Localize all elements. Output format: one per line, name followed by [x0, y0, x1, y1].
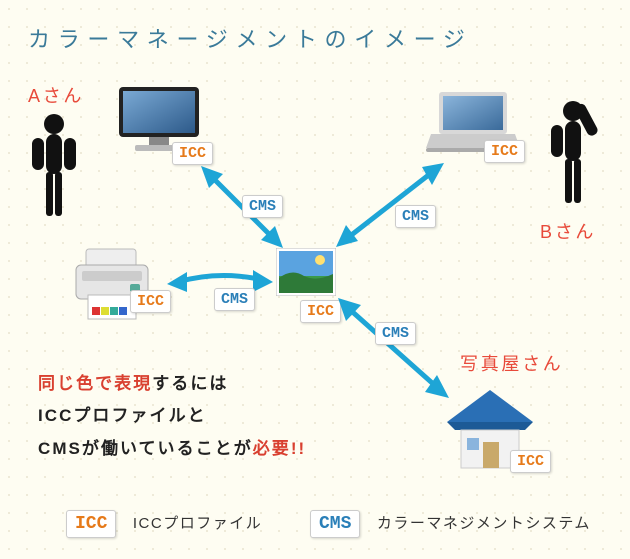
cms-badge-4: CMS [375, 322, 416, 345]
cms-badge-2: CMS [395, 205, 436, 228]
legend-cms-text: カラーマネジメントシステム [377, 515, 591, 532]
note-l3c: 必要!! [253, 439, 306, 458]
note-l1a: 同じ色で表現 [38, 374, 152, 393]
note-l1b: するには [152, 374, 228, 393]
legend-icc-badge: ICC [66, 510, 116, 538]
legend-cms-badge: CMS [310, 510, 360, 538]
person-b-icon [545, 95, 605, 215]
cms-badge-1: CMS [242, 195, 283, 218]
legend-icc: ICC ICCプロファイル [66, 510, 262, 538]
photo-shop-label: 写真屋さん [460, 350, 564, 376]
note-l3b: が働いていることが [82, 439, 253, 458]
person-a-label: Aさん [28, 82, 84, 108]
icc-badge-shop: ICC [510, 450, 551, 473]
legend-cms: CMS カラーマネジメントシステム [310, 510, 591, 538]
printer-icon [68, 245, 158, 325]
explanation-note: 同じ色で表現するには ICCプロファイルと CMSが働いていることが必要!! [38, 368, 306, 465]
note-l2a: ICCプロファイル [38, 406, 188, 425]
cms-badge-3: CMS [214, 288, 255, 311]
arrow-center-shop [335, 295, 455, 405]
note-l2b: と [188, 406, 207, 425]
person-b-label: Bさん [540, 218, 596, 244]
page-title: カラーマネージメントのイメージ [28, 22, 473, 54]
legend-icc-text: ICCプロファイル [133, 515, 262, 532]
person-a-icon [30, 112, 78, 222]
icc-badge-laptop: ICC [484, 140, 525, 163]
note-l3a: CMS [38, 439, 82, 458]
